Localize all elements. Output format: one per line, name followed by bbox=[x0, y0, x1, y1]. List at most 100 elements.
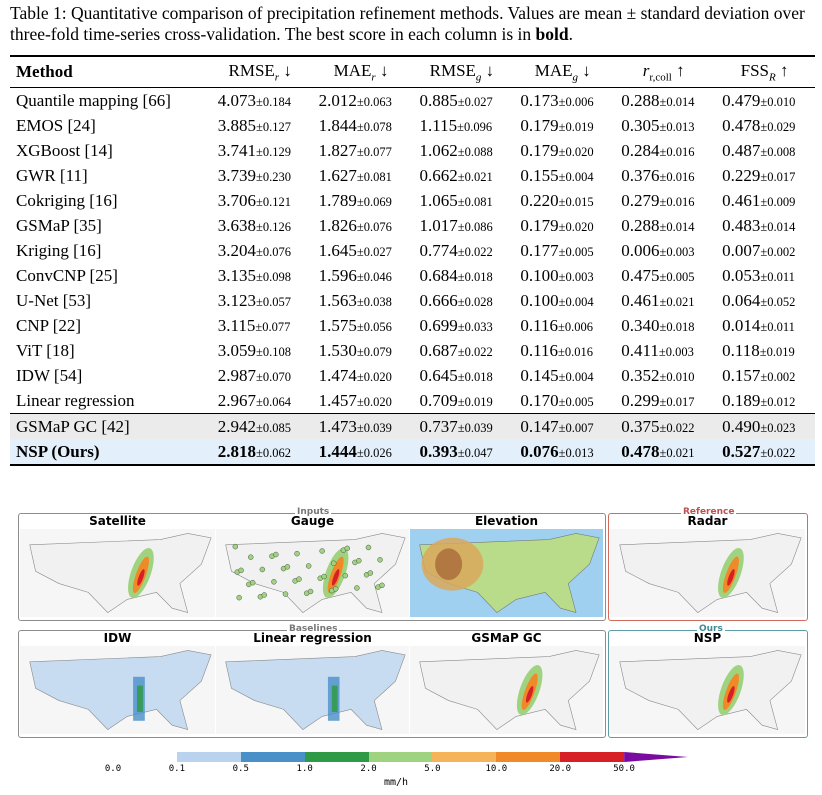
map-nsp bbox=[610, 646, 805, 734]
map-gauge bbox=[216, 529, 409, 617]
metric-cell: 0.684±0.018 bbox=[419, 265, 493, 285]
metric-cell: 0.155±0.004 bbox=[520, 165, 594, 185]
table-row: NSP (Ours) 2.818±0.062 1.444±0.026 0.393±0.… bbox=[10, 439, 815, 466]
metric-cell: 0.461±0.021 bbox=[621, 290, 695, 310]
panel-title-linear-regression: Linear regression bbox=[253, 631, 372, 645]
metric-cell: 0.340±0.018 bbox=[621, 315, 695, 335]
table-row: GSMaP [35] 3.638±0.126 1.826±0.076 1.017±0.… bbox=[10, 213, 815, 238]
colorbar-tick-label: 0.5 bbox=[232, 764, 249, 774]
metric-cell: 1.473±0.039 bbox=[310, 413, 412, 439]
colorbar-tick-label: 5.0 bbox=[424, 764, 441, 774]
metric-cell: 0.007±0.002 bbox=[722, 240, 796, 260]
metric-cell: 3.115±0.077 bbox=[217, 315, 291, 335]
table-caption: Table 1: Quantitative comparison of prec… bbox=[10, 3, 805, 44]
metric-cell: 0.006±0.003 bbox=[621, 240, 695, 260]
method-name: ConvCNP [25] bbox=[16, 265, 118, 285]
metric-cell: 0.220±0.015 bbox=[520, 190, 594, 210]
metric-cell: 0.375±0.022 bbox=[613, 413, 715, 439]
colorbar-segment bbox=[496, 752, 561, 762]
metric-cell: 3.204±0.076 bbox=[217, 240, 291, 260]
method-name: CNP [22] bbox=[16, 315, 82, 335]
ours-panel-group: Ours bbox=[608, 624, 808, 738]
colorbar-tick-label: 0.1 bbox=[168, 764, 186, 774]
panel-title-elevation: Elevation bbox=[474, 514, 538, 528]
reference-panel-group: Reference bbox=[608, 507, 808, 621]
colorbar-segment bbox=[560, 752, 625, 762]
col-header-mae-g: MAEg ↓ bbox=[512, 56, 614, 88]
metric-cell: 0.100±0.003 bbox=[520, 265, 594, 285]
panel-title-gsmap-gc: GSMaP GC bbox=[471, 631, 542, 645]
col-header-r-coll: rr,coll ↑ bbox=[613, 56, 715, 88]
metric-cell: 0.288±0.014 bbox=[621, 90, 695, 110]
colorbar-segment bbox=[624, 752, 689, 762]
map-idw bbox=[20, 646, 215, 734]
metric-cell: 0.147±0.007 bbox=[512, 413, 614, 439]
metric-cell: 0.662±0.021 bbox=[419, 165, 493, 185]
metric-cell: 0.179±0.020 bbox=[520, 140, 594, 160]
map-gsmap-gc bbox=[410, 646, 603, 734]
metric-cell: 2.012±0.063 bbox=[318, 90, 392, 110]
colorbar-tick-label: 20.0 bbox=[549, 764, 572, 774]
metric-cell: 0.479±0.010 bbox=[722, 90, 796, 110]
metric-cell: 3.123±0.057 bbox=[217, 290, 291, 310]
table-row: ViT [18] 3.059±0.108 1.530±0.079 0.687±0.02… bbox=[10, 338, 815, 363]
metric-cell: 1.645±0.027 bbox=[318, 240, 392, 260]
metric-cell: 1.062±0.088 bbox=[419, 140, 493, 160]
metric-cell: 1.563±0.038 bbox=[318, 290, 392, 310]
metric-cell: 0.699±0.033 bbox=[419, 315, 493, 335]
metric-cell: 0.352±0.010 bbox=[621, 365, 695, 385]
panel-title-satellite: Satellite bbox=[89, 514, 146, 528]
metric-cell: 0.475±0.005 bbox=[621, 265, 695, 285]
metric-cell: 1.474±0.020 bbox=[318, 365, 392, 385]
metric-cell: 0.490±0.023 bbox=[714, 413, 815, 439]
metric-cell: 1.017±0.086 bbox=[419, 215, 493, 235]
metric-cell: 3.741±0.129 bbox=[217, 140, 291, 160]
metric-cell: 1.844±0.078 bbox=[318, 115, 392, 135]
method-name: NSP (Ours) bbox=[10, 439, 210, 466]
metric-cell: 4.073±0.184 bbox=[217, 90, 291, 110]
metric-cell: 0.666±0.028 bbox=[419, 290, 493, 310]
table-row: EMOS [24] 3.885±0.127 1.844±0.078 1.115±0.0… bbox=[10, 113, 815, 138]
metric-cell: 0.478±0.021 bbox=[613, 439, 715, 466]
table-row: Linear regression 2.967±0.064 1.457±0.020 0… bbox=[10, 388, 815, 414]
metric-cell: 0.173±0.006 bbox=[520, 90, 594, 110]
metric-cell: 3.638±0.126 bbox=[217, 215, 291, 235]
metric-cell: 0.885±0.027 bbox=[419, 90, 493, 110]
metric-cell: 0.709±0.019 bbox=[419, 390, 493, 410]
col-header-fss-r: FSSR ↑ bbox=[714, 56, 815, 88]
method-name: U-Net [53] bbox=[16, 290, 92, 310]
col-header-rmse-g: RMSEg ↓ bbox=[411, 56, 513, 88]
table-row: XGBoost [14] 3.741±0.129 1.827±0.077 1.062±… bbox=[10, 138, 815, 163]
inputs-panel-group: Inputs bbox=[18, 507, 606, 621]
method-name: GWR [11] bbox=[16, 165, 88, 185]
metric-cell: 0.189±0.012 bbox=[722, 390, 796, 410]
panel-title-nsp: NSP bbox=[693, 631, 722, 645]
metric-cell: 0.116±0.006 bbox=[520, 315, 593, 335]
method-name: EMOS [24] bbox=[16, 115, 96, 135]
method-name: Kriging [16] bbox=[16, 240, 102, 260]
metric-cell: 0.279±0.016 bbox=[621, 190, 695, 210]
metric-cell: 0.053±0.011 bbox=[722, 265, 795, 285]
method-name: Linear regression bbox=[16, 390, 135, 410]
metric-cell: 0.145±0.004 bbox=[520, 365, 594, 385]
metric-cell: 0.179±0.019 bbox=[520, 115, 594, 135]
table-row: GWR [11] 3.739±0.230 1.627±0.081 0.662±0.02… bbox=[10, 163, 815, 188]
table-row: Quantile mapping [66] 4.073±0.184 2.012±0.… bbox=[10, 88, 815, 114]
table-row: Cokriging [16] 3.706±0.121 1.789±0.069 1.06… bbox=[10, 188, 815, 213]
results-table: Method RMSEr ↓ MAEr ↓ RMSEg ↓ MAEg ↓ rr,coll… bbox=[10, 55, 815, 466]
colorbar-tick-label: 1.0 bbox=[296, 764, 313, 774]
panel-title-idw: IDW bbox=[103, 631, 132, 645]
colorbar-segment bbox=[240, 752, 305, 762]
map-linear-regression bbox=[216, 646, 409, 734]
colorbar-tick-label: 50.0 bbox=[613, 764, 635, 774]
metric-cell: 3.135±0.098 bbox=[217, 265, 291, 285]
metric-cell: 0.461±0.009 bbox=[722, 190, 796, 210]
colorbar-segment bbox=[368, 752, 433, 762]
metric-cell: 1.826±0.076 bbox=[318, 215, 392, 235]
metric-cell: 3.706±0.121 bbox=[217, 190, 291, 210]
metric-cell: 0.376±0.016 bbox=[621, 165, 695, 185]
col-header-mae-r: MAEr ↓ bbox=[310, 56, 412, 88]
table-row: U-Net [53] 3.123±0.057 1.563±0.038 0.666±0.… bbox=[10, 288, 815, 313]
metric-cell: 1.575±0.056 bbox=[318, 315, 392, 335]
table-row: IDW [54] 2.987±0.070 1.474±0.020 0.645±0.01… bbox=[10, 363, 815, 388]
